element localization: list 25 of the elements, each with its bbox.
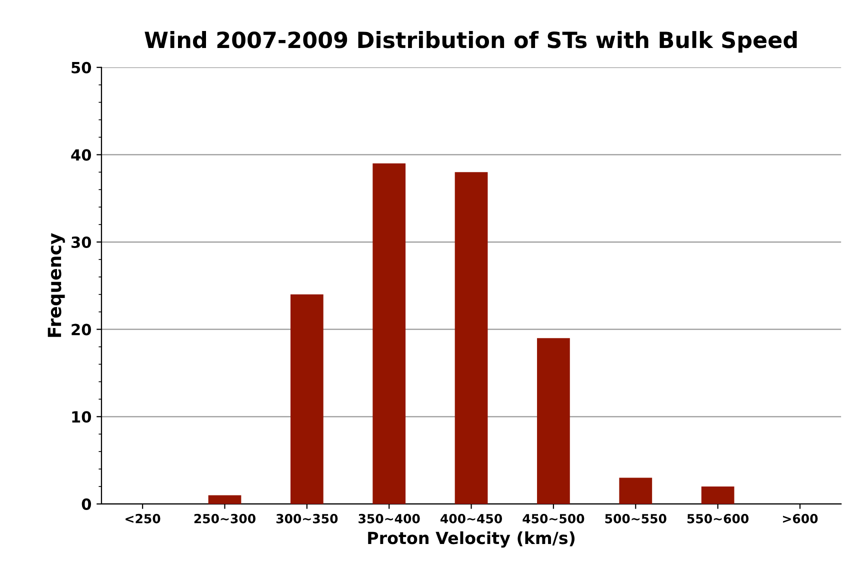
bar [701, 486, 734, 504]
chart-title: Wind 2007-2009 Distribution of STs with Bulk Speed [144, 31, 797, 53]
y-tick-label: 10 [72, 411, 92, 423]
x-tick-label: 300~350 [276, 514, 338, 524]
x-tick-label: 450~500 [522, 514, 584, 524]
y-axis-title: Frequency [48, 233, 65, 337]
x-axis-title: Proton Velocity (km/s) [368, 531, 575, 548]
bar [290, 294, 324, 504]
x-tick-label: 550~600 [687, 514, 749, 524]
bar [454, 172, 488, 504]
x-tick-label: 250~300 [194, 514, 256, 524]
x-tick-label: <250 [126, 514, 160, 524]
x-tick-label: 500~550 [605, 514, 666, 524]
y-tick-label: 50 [72, 62, 92, 74]
x-tick-label: >600 [783, 514, 818, 524]
bar [208, 495, 242, 504]
y-tick-label: 40 [71, 149, 92, 161]
x-tick-label: 400~450 [440, 514, 502, 524]
x-tick-label: 350~400 [358, 514, 420, 524]
bar [537, 338, 570, 504]
y-tick-label: 20 [72, 324, 92, 336]
y-tick-label: 30 [72, 236, 92, 248]
bar [372, 163, 406, 504]
bar [619, 478, 652, 504]
y-tick-label: 0 [82, 498, 92, 510]
